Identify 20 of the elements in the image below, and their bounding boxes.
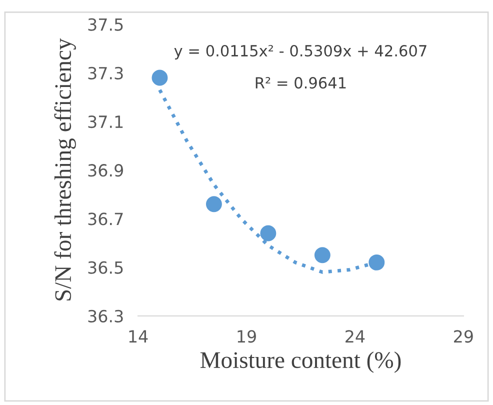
point: [260, 225, 276, 242]
y-tick-label: 37.5: [88, 18, 123, 31]
x-tick-label: 29: [454, 330, 473, 343]
y-tick-label: 37.3: [88, 66, 123, 80]
y-tick-label: 36.5: [88, 261, 123, 274]
point: [152, 70, 168, 86]
x-tick-label: 24: [346, 330, 365, 342]
annotation: y = 0.0115x² - 0.5309x + 42.607: [174, 44, 426, 60]
point: [368, 254, 385, 270]
x-axis-title: Moisture content (%): [200, 351, 401, 373]
point: [206, 196, 222, 212]
y-axis-title: S/N for threshing efficiency: [54, 38, 76, 300]
annotation: R² = 0.9641: [256, 77, 346, 89]
point: [314, 247, 330, 264]
y-tick-label: 37.1: [88, 115, 123, 128]
y-tick-label: 36.3: [88, 310, 123, 322]
y-tick-label: 36.9: [88, 164, 123, 177]
y-tick-label: 36.7: [88, 212, 123, 226]
x-tick-label: 19: [238, 330, 256, 343]
x-tick-label: 14: [129, 330, 148, 342]
